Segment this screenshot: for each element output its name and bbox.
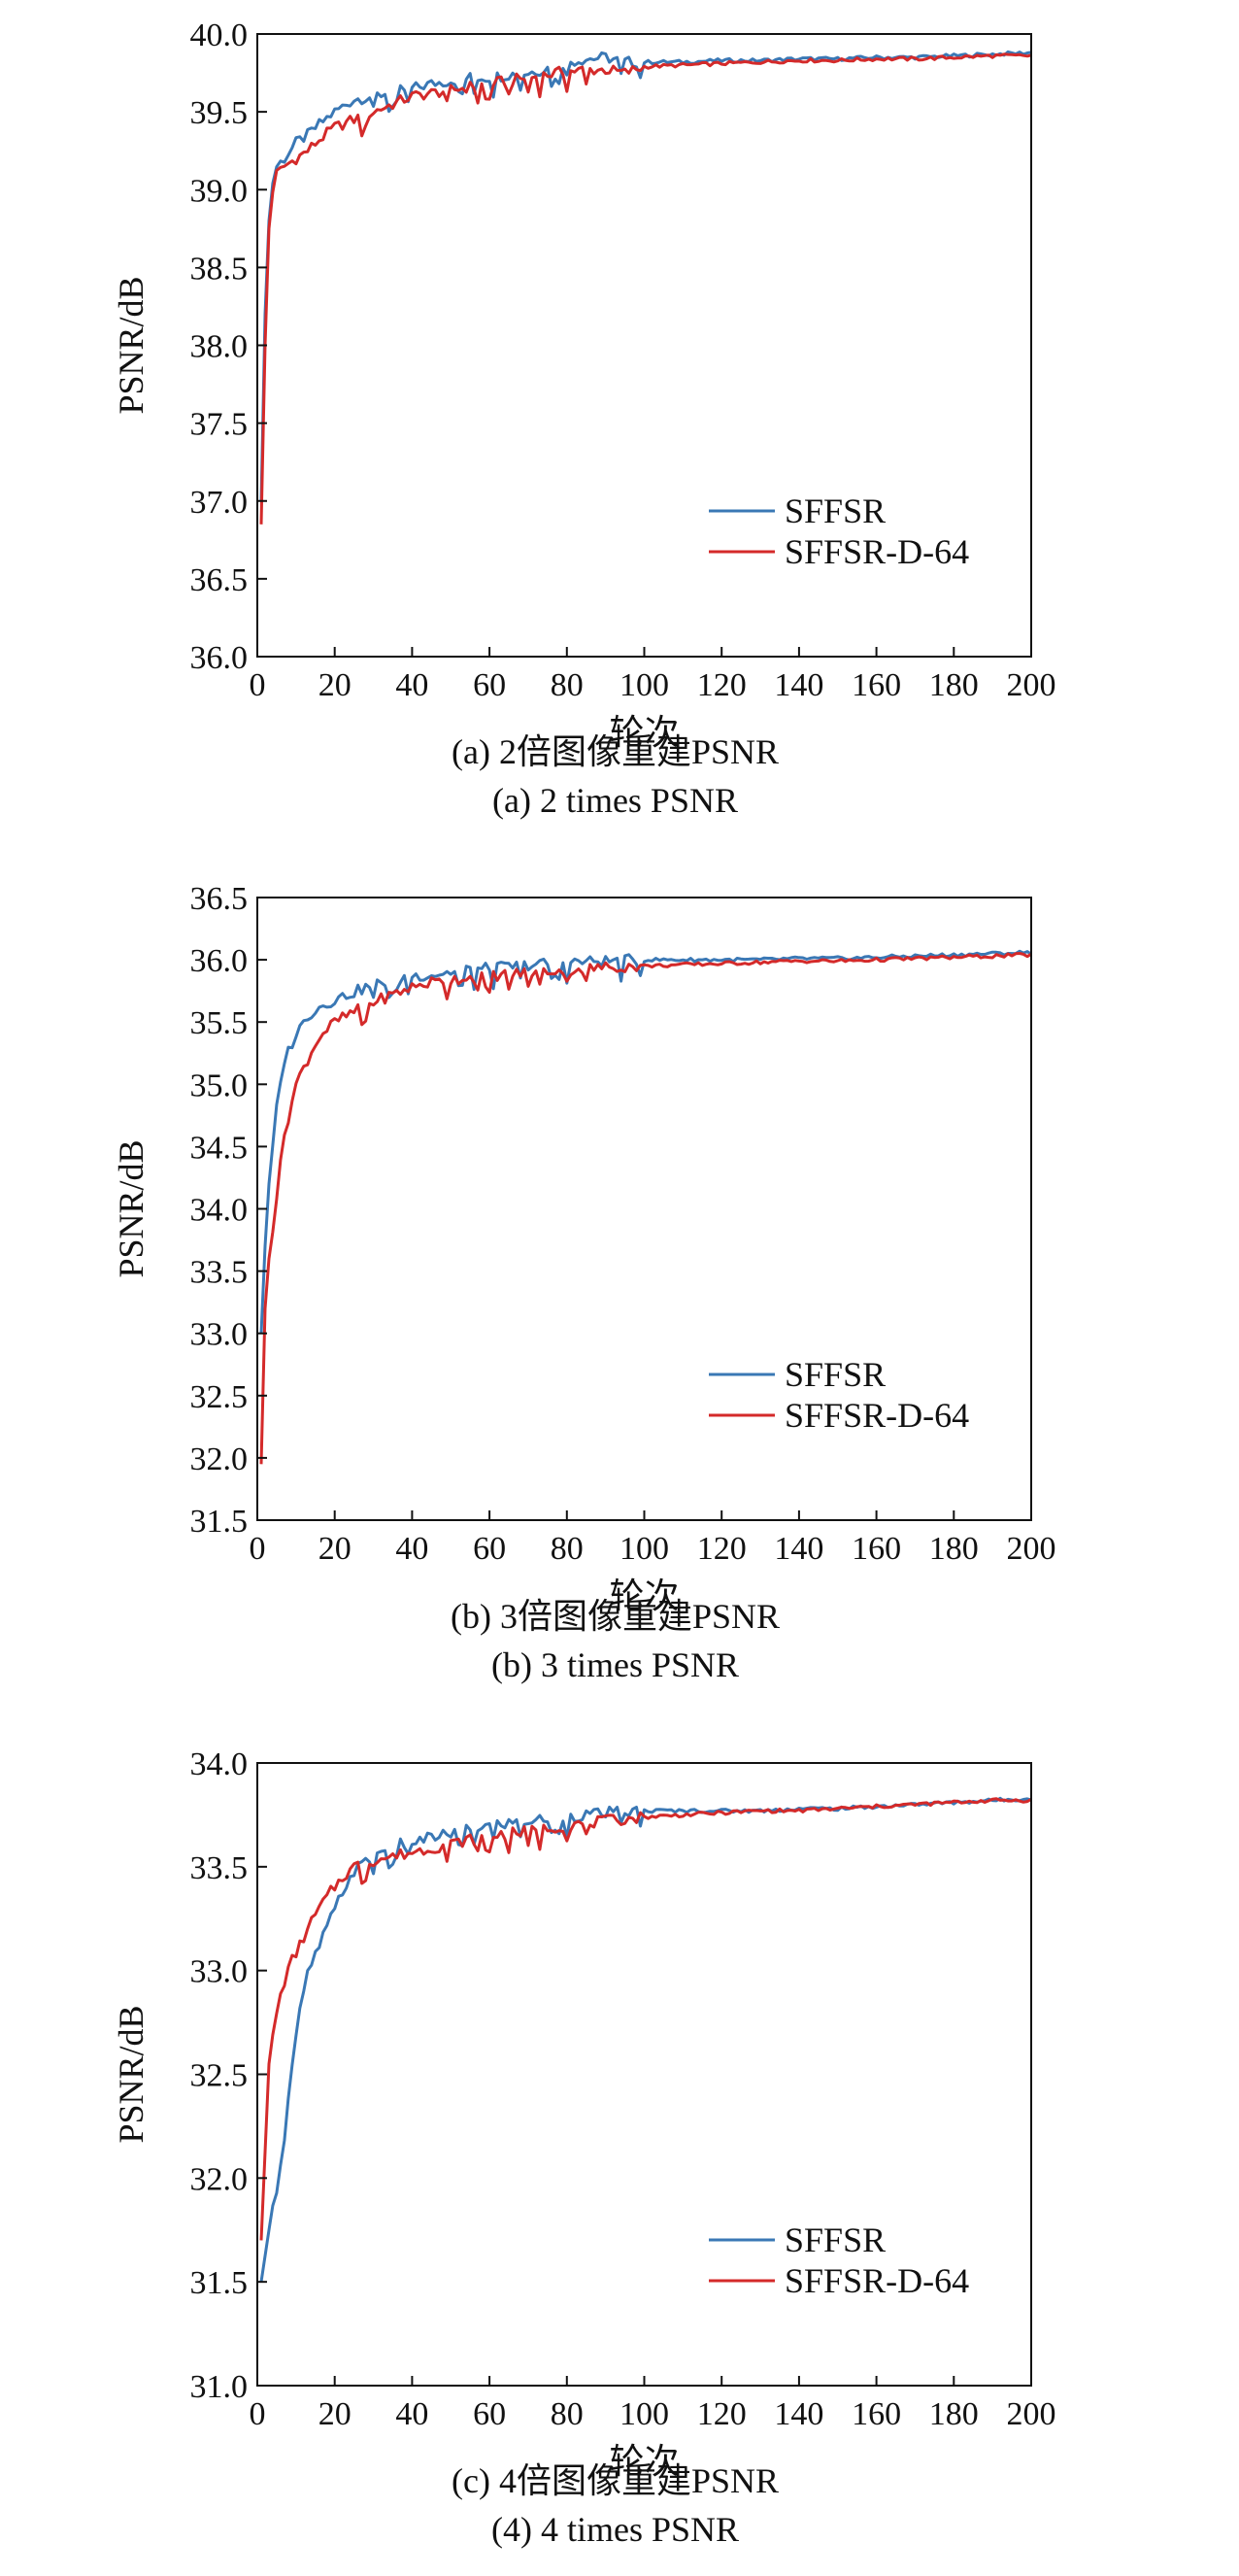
legend-label: SFFSR bbox=[785, 491, 886, 530]
caption-chinese: (b) 3倍图像重建PSNR bbox=[451, 1597, 780, 1636]
legend-label: SFFSR bbox=[785, 2220, 886, 2259]
x-tick-label: 140 bbox=[774, 2396, 823, 2432]
y-tick-label: 36.0 bbox=[190, 640, 249, 676]
x-tick-label: 120 bbox=[697, 667, 747, 703]
caption-chinese: (a) 2倍图像重建PSNR bbox=[452, 732, 779, 771]
x-tick-label: 160 bbox=[852, 1531, 901, 1567]
caption-english: (b) 3 times PSNR bbox=[491, 1645, 739, 1684]
y-tick-label: 31.0 bbox=[190, 2369, 249, 2405]
series-line-sffsr-d-64 bbox=[259, 952, 1032, 1465]
y-tick-label: 32.0 bbox=[190, 2161, 249, 2197]
x-tick-label: 0 bbox=[250, 2396, 266, 2432]
y-tick-label: 33.0 bbox=[190, 1954, 249, 1990]
series-line-sffsr-d-64 bbox=[259, 52, 1032, 525]
x-tick-label: 180 bbox=[929, 667, 979, 703]
x-tick-label: 100 bbox=[620, 667, 669, 703]
x-tick-label: 120 bbox=[697, 1531, 747, 1567]
y-tick-label: 37.5 bbox=[190, 407, 249, 443]
x-axis-label: 轮次 bbox=[609, 2442, 679, 2481]
x-axis-label: 轮次 bbox=[609, 713, 679, 752]
x-tick-label: 200 bbox=[1007, 1531, 1056, 1567]
x-tick-label: 100 bbox=[620, 2396, 669, 2432]
legend-label: SFFSR bbox=[785, 1355, 886, 1394]
y-tick-label: 36.0 bbox=[190, 943, 249, 979]
x-tick-label: 120 bbox=[697, 2396, 747, 2432]
x-tick-label: 140 bbox=[774, 1531, 823, 1567]
y-tick-label: 32.5 bbox=[190, 2058, 249, 2094]
y-tick-label: 31.5 bbox=[190, 2265, 249, 2301]
y-axis-label: PSNR/dB bbox=[112, 2005, 151, 2143]
legend-label: SFFSR-D-64 bbox=[785, 532, 969, 571]
x-tick-label: 140 bbox=[774, 667, 823, 703]
y-axis-label: PSNR/dB bbox=[112, 276, 151, 414]
y-tick-label: 33.5 bbox=[190, 1850, 249, 1886]
y-tick-label: 36.5 bbox=[190, 562, 249, 598]
series-line-sffsr bbox=[259, 50, 1032, 501]
x-tick-label: 40 bbox=[395, 1531, 428, 1567]
series-line-sffsr-d-64 bbox=[259, 1797, 1032, 2241]
x-tick-label: 20 bbox=[318, 2396, 352, 2432]
caption-english: (4) 4 times PSNR bbox=[491, 2510, 739, 2549]
y-tick-label: 37.0 bbox=[190, 485, 249, 521]
x-tick-label: 180 bbox=[929, 2396, 979, 2432]
y-tick-label: 33.5 bbox=[190, 1255, 249, 1291]
x-tick-label: 160 bbox=[852, 2396, 901, 2432]
x-tick-label: 100 bbox=[620, 1531, 669, 1567]
x-tick-label: 160 bbox=[852, 667, 901, 703]
legend-label: SFFSR-D-64 bbox=[785, 1396, 969, 1435]
x-tick-label: 60 bbox=[473, 667, 506, 703]
series-line-sffsr bbox=[259, 1796, 1032, 2283]
y-tick-label: 40.0 bbox=[190, 17, 249, 53]
x-tick-label: 200 bbox=[1007, 667, 1056, 703]
y-tick-label: 35.5 bbox=[190, 1005, 249, 1041]
x-tick-label: 40 bbox=[395, 2396, 428, 2432]
y-tick-label: 36.5 bbox=[190, 881, 249, 917]
caption-english: (a) 2 times PSNR bbox=[492, 781, 738, 820]
x-tick-label: 80 bbox=[551, 2396, 584, 2432]
series-line-sffsr bbox=[259, 949, 1032, 1334]
y-tick-label: 34.0 bbox=[190, 1746, 249, 1782]
y-tick-label: 39.0 bbox=[190, 173, 249, 209]
x-tick-label: 180 bbox=[929, 1531, 979, 1567]
x-tick-label: 40 bbox=[395, 667, 428, 703]
y-tick-label: 38.5 bbox=[190, 251, 249, 287]
y-tick-label: 31.5 bbox=[190, 1504, 249, 1540]
y-tick-label: 34.0 bbox=[190, 1193, 249, 1229]
y-tick-label: 35.0 bbox=[190, 1068, 249, 1103]
y-tick-label: 33.0 bbox=[190, 1317, 249, 1353]
x-tick-label: 60 bbox=[473, 1531, 506, 1567]
y-tick-label: 32.5 bbox=[190, 1379, 249, 1415]
x-tick-label: 200 bbox=[1007, 2396, 1056, 2432]
x-tick-label: 20 bbox=[318, 1531, 352, 1567]
chart-1: 0 20 40 60 80 100 120 140 160 180 200 36.0 36.5 37.0 3… bbox=[112, 17, 1056, 820]
y-tick-label: 39.5 bbox=[190, 95, 249, 131]
x-tick-label: 0 bbox=[250, 667, 266, 703]
y-tick-label: 32.0 bbox=[190, 1441, 249, 1477]
chart-2: 0 20 40 60 80 100 120 140 160 180 200 31.5 32.0 32.5 3… bbox=[112, 881, 1056, 1684]
x-axis-label: 轮次 bbox=[609, 1576, 679, 1615]
x-tick-label: 60 bbox=[473, 2396, 506, 2432]
x-tick-label: 80 bbox=[551, 1531, 584, 1567]
x-tick-label: 0 bbox=[250, 1531, 266, 1567]
legend-label: SFFSR-D-64 bbox=[785, 2261, 969, 2300]
chart-3: 0 20 40 60 80 100 120 140 160 180 200 31.0 31.5 32.0 3… bbox=[112, 1746, 1056, 2549]
x-tick-label: 20 bbox=[318, 667, 352, 703]
x-tick-label: 80 bbox=[551, 667, 584, 703]
caption-chinese: (c) 4倍图像重建PSNR bbox=[452, 2461, 779, 2500]
y-tick-label: 34.5 bbox=[190, 1130, 249, 1166]
y-tick-label: 38.0 bbox=[190, 329, 249, 365]
y-axis-label: PSNR/dB bbox=[112, 1139, 151, 1277]
